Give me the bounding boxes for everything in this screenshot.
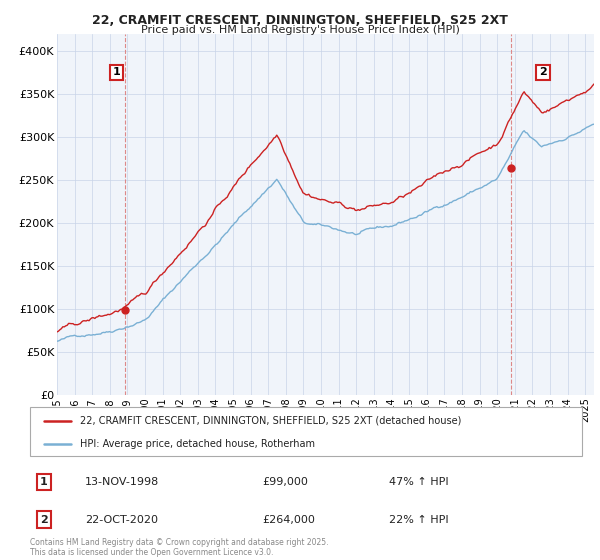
Text: 22-OCT-2020: 22-OCT-2020: [85, 515, 158, 525]
Text: Price paid vs. HM Land Registry's House Price Index (HPI): Price paid vs. HM Land Registry's House …: [140, 25, 460, 35]
Text: 1: 1: [112, 67, 120, 77]
Text: £99,000: £99,000: [262, 477, 308, 487]
Text: 22, CRAMFIT CRESCENT, DINNINGTON, SHEFFIELD, S25 2XT: 22, CRAMFIT CRESCENT, DINNINGTON, SHEFFI…: [92, 14, 508, 27]
Text: HPI: Average price, detached house, Rotherham: HPI: Average price, detached house, Roth…: [80, 438, 314, 449]
Text: 2: 2: [40, 515, 47, 525]
Text: 2: 2: [539, 67, 547, 77]
Text: 22% ↑ HPI: 22% ↑ HPI: [389, 515, 448, 525]
Text: £264,000: £264,000: [262, 515, 315, 525]
Text: 13-NOV-1998: 13-NOV-1998: [85, 477, 160, 487]
FancyBboxPatch shape: [30, 407, 582, 456]
Text: 22, CRAMFIT CRESCENT, DINNINGTON, SHEFFIELD, S25 2XT (detached house): 22, CRAMFIT CRESCENT, DINNINGTON, SHEFFI…: [80, 416, 461, 426]
Text: 1: 1: [40, 477, 47, 487]
Text: Contains HM Land Registry data © Crown copyright and database right 2025.
This d: Contains HM Land Registry data © Crown c…: [30, 538, 329, 557]
Text: 47% ↑ HPI: 47% ↑ HPI: [389, 477, 448, 487]
